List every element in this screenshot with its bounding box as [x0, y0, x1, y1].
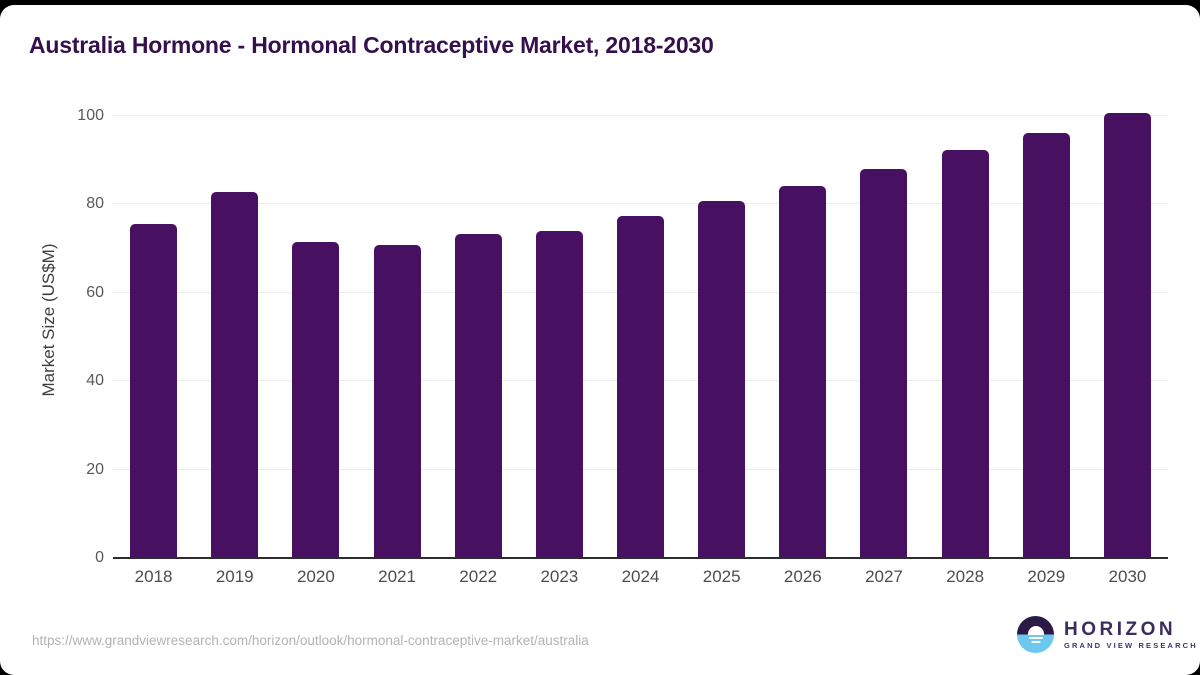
x-tick-label-2023: 2023 [540, 567, 579, 586]
bar-cell-2024: 2024 [600, 116, 681, 586]
y-tick-label-40: 40 [86, 372, 104, 390]
logo-tagline: GRAND VIEW RESEARCH [1064, 640, 1198, 650]
x-tick-label-2026: 2026 [783, 567, 822, 586]
y-tick-label-0: 0 [95, 549, 104, 566]
logo-name: HORIZON [1064, 618, 1177, 640]
ripple-icon [1028, 636, 1043, 639]
bar-cell-2018: 2018 [113, 116, 194, 586]
bar-series: 2018 2019 2020 2021 2022 2023 2024 2025 2026 2027… [113, 113, 1168, 586]
bar-2025 [698, 201, 746, 558]
bar-2027 [860, 168, 908, 558]
x-tick-label-2021: 2021 [378, 567, 416, 586]
bar-2021 [373, 245, 421, 558]
sun-icon [1027, 626, 1044, 635]
bar-cell-2023: 2023 [519, 116, 600, 586]
y-tick-label-60: 60 [86, 283, 104, 301]
bar-2023 [535, 230, 583, 558]
y-axis-title: Market Size (US$M) [39, 243, 58, 397]
x-tick-label-2025: 2025 [702, 567, 741, 586]
horizon-logo-icon [1017, 616, 1054, 653]
bar-2019 [211, 192, 259, 558]
bar-cell-2020: 2020 [275, 116, 356, 586]
bar-cell-2025: 2025 [681, 116, 762, 586]
bar-2022 [454, 234, 502, 558]
x-tick-label-2030: 2030 [1108, 567, 1147, 586]
bar-2026 [779, 185, 827, 558]
bar-2029 [1022, 133, 1070, 558]
chart-card: Australia Hormone - Hormonal Contracepti… [0, 5, 1200, 675]
x-tick-label-2024: 2024 [621, 567, 660, 586]
x-tick-label-2027: 2027 [865, 567, 903, 586]
x-tick-label-2020: 2020 [296, 567, 335, 586]
bar-cell-2026: 2026 [762, 116, 843, 586]
x-tick-label-2028: 2028 [946, 567, 985, 586]
bar-cell-2029: 2029 [1006, 116, 1087, 586]
bar-2020 [292, 242, 340, 558]
bar-2024 [617, 216, 665, 558]
bar-cell-2027: 2027 [843, 116, 924, 586]
x-tick-label-2029: 2029 [1027, 567, 1066, 586]
bar-2028 [941, 150, 989, 558]
bar-cell-2022: 2022 [438, 116, 519, 586]
source-url: https://www.grandviewresearch.com/horizo… [32, 633, 589, 648]
y-tick-label-100: 100 [77, 107, 104, 124]
bar-cell-2019: 2019 [194, 116, 275, 586]
horizon-logo-text: HORIZON GRAND VIEW RESEARCH [1064, 620, 1198, 650]
x-tick-label-2022: 2022 [459, 567, 498, 586]
gridline-80 [113, 203, 1168, 205]
y-tick-label-20: 20 [86, 460, 104, 478]
y-tick-label-80: 80 [86, 195, 104, 213]
gridline-100 [113, 115, 1168, 116]
chart-title: Australia Hormone - Hormonal Contracepti… [29, 32, 714, 58]
horizon-logo: HORIZON GRAND VIEW RESEARCH [1017, 616, 1198, 653]
bar-cell-2028: 2028 [925, 116, 1006, 586]
x-axis-line [113, 557, 1168, 559]
ripple-icon [1031, 641, 1040, 643]
x-tick-label-2019: 2019 [215, 567, 254, 586]
bar-2018 [130, 224, 178, 558]
x-tick-label-2018: 2018 [134, 567, 173, 586]
plot-area: 0 20 40 60 80 100 2018 2019 2020 2021 2022 2023 202… [77, 107, 1168, 586]
bar-cell-2030: 2030 [1087, 113, 1168, 586]
bar-cell-2021: 2021 [356, 116, 437, 586]
bar-2030 [1103, 113, 1151, 558]
